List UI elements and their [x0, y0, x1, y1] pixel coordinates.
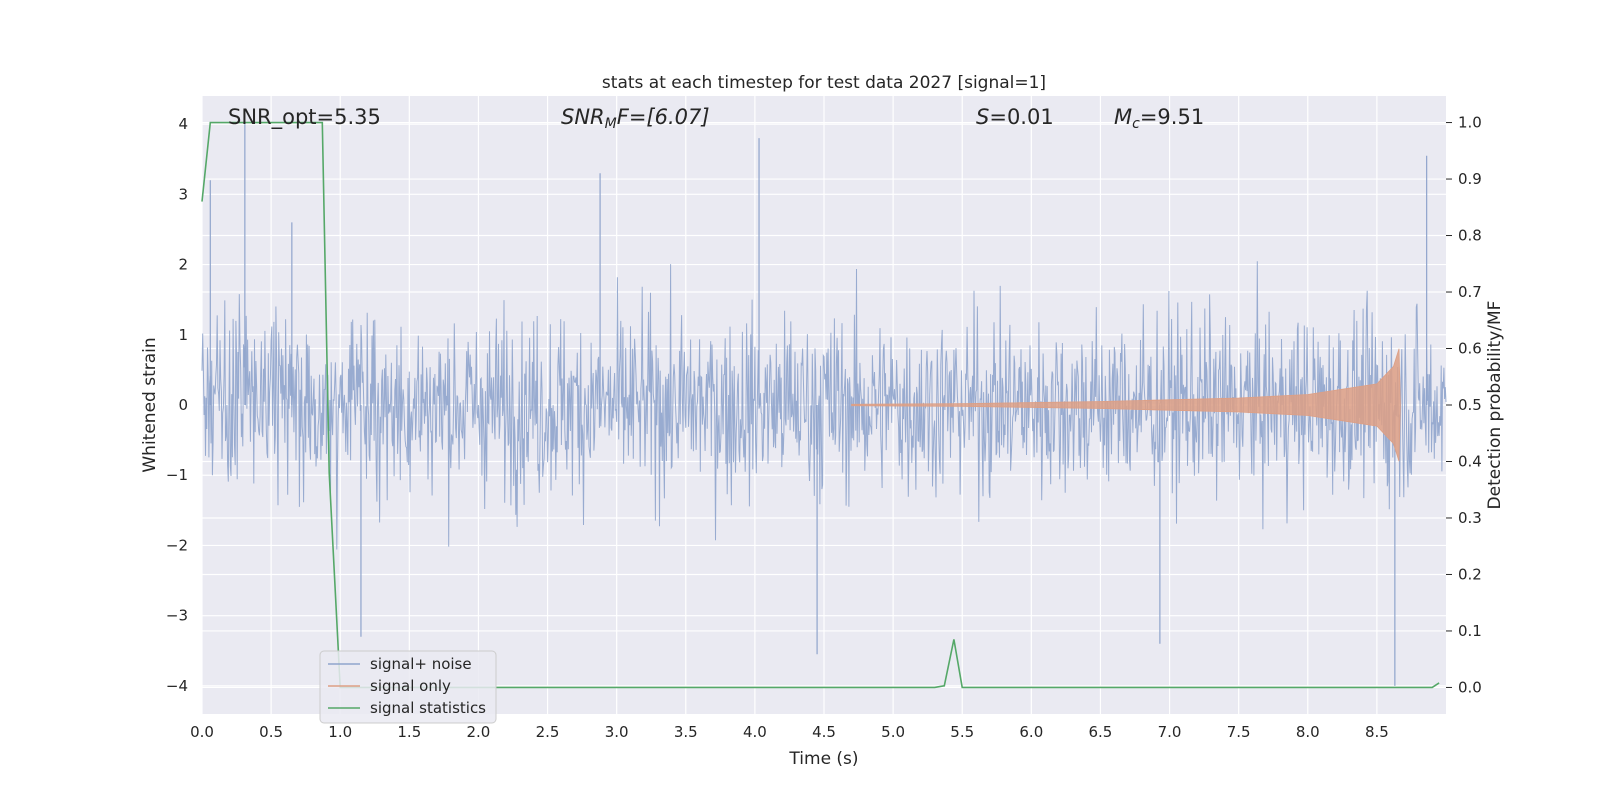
annotation-snr-opt: SNR_opt=5.35: [228, 105, 381, 130]
x-tick-label: 5.0: [881, 723, 905, 741]
right-y-tick-label: 0.8: [1458, 227, 1482, 245]
x-tick-label: 2.5: [536, 723, 560, 741]
x-tick-label: 8.0: [1296, 723, 1320, 741]
x-tick-label: 4.0: [743, 723, 767, 741]
legend-label-signal-statistics: signal statistics: [370, 699, 486, 717]
legend-box: [319, 650, 497, 724]
right-y-tick-label: 0.0: [1458, 678, 1482, 696]
x-tick-label: 1.5: [397, 723, 421, 741]
annotation-s: S=0.01: [976, 105, 1054, 129]
right-y-tick-label: 0.1: [1458, 622, 1482, 640]
y-axis-label: Whitened strain: [140, 337, 160, 472]
y-tick-label: 3: [178, 185, 188, 203]
signal-only-envelope: [851, 348, 1401, 462]
x-tick-label: 6.0: [1019, 723, 1043, 741]
x-tick-label: 1.0: [328, 723, 352, 741]
x-tick-label: 0.0: [190, 723, 214, 741]
x-tick-label: 5.5: [950, 723, 974, 741]
x-tick-label: 3.0: [605, 723, 629, 741]
y-tick-label: 4: [178, 115, 188, 133]
x-axis-ticks: 0.0 0.5 1.0 1.5 2.0 2.5 3.0 3.5 4.0 4.5 5.0 5.5 6.0 6…: [190, 723, 1389, 741]
y-tick-label: −1: [166, 466, 188, 484]
right-y-axis-label: Detection probability/MF: [1485, 301, 1505, 510]
chart-title: stats at each timestep for test data 202…: [602, 73, 1046, 93]
signal-plus-noise-line: [201, 261, 1447, 550]
annotation-mc: Mc=9.51: [1114, 105, 1204, 132]
y-axis-ticks: 4 3 2 1 0 −1 −2 −3 −4: [166, 115, 188, 695]
right-y-tick-label: 0.5: [1458, 396, 1482, 414]
y-tick-label: 0: [178, 396, 188, 414]
x-tick-label: 7.0: [1158, 723, 1182, 741]
x-tick-label: 3.5: [674, 723, 698, 741]
series-signal-only: [851, 348, 1401, 462]
right-y-tick-label: 1.0: [1458, 114, 1482, 132]
right-y-tick-label: 0.2: [1458, 565, 1482, 583]
x-axis-label: Time (s): [788, 749, 858, 769]
annotation-snr-mf: SNRMF=[6.07]: [561, 105, 710, 132]
x-tick-label: 2.0: [467, 723, 491, 741]
y-tick-label: −3: [166, 607, 188, 625]
y-tick-label: 2: [178, 256, 188, 274]
x-tick-label: 6.5: [1089, 723, 1113, 741]
y-tick-label: −4: [166, 677, 188, 695]
legend: signal+ noise signal only signal statist…: [319, 650, 497, 724]
y-tick-label: 1: [178, 326, 188, 344]
x-tick-label: 0.5: [259, 723, 283, 741]
x-tick-label: 7.5: [1227, 723, 1251, 741]
right-y-tick-label: 0.3: [1458, 509, 1482, 527]
right-y-tick-label: 0.6: [1458, 340, 1482, 358]
right-y-tick-label: 0.9: [1458, 170, 1482, 188]
x-tick-label: 8.5: [1365, 723, 1389, 741]
right-y-tick-label: 0.7: [1458, 283, 1482, 301]
legend-label-signal-only: signal only: [370, 677, 451, 695]
x-tick-label: 4.5: [812, 723, 836, 741]
right-y-axis-ticks: 1.0 0.9 0.8 0.7 0.6 0.5 0.4 0.3 0.2 0.1 0.0: [1446, 114, 1482, 696]
series-signal-plus-noise: [201, 124, 1447, 686]
y-tick-label: −2: [166, 536, 188, 554]
legend-label-signal-plus-noise: signal+ noise: [370, 655, 472, 673]
right-y-tick-label: 0.4: [1458, 452, 1482, 470]
